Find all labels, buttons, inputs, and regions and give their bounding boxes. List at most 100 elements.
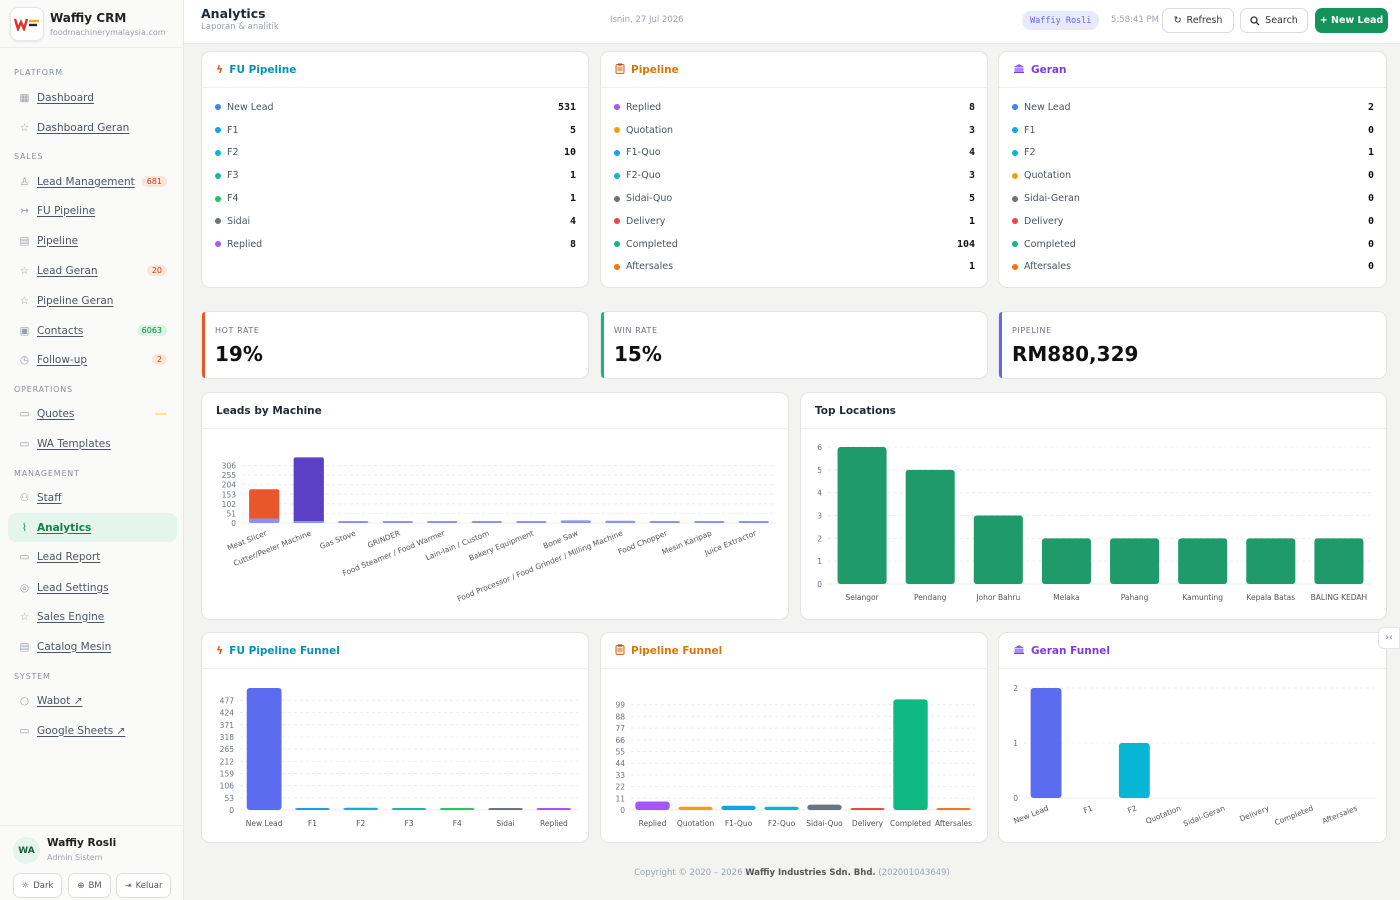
- status-dot: [1012, 172, 1018, 179]
- chart-bar: [1030, 688, 1062, 798]
- status-count: 1: [569, 193, 576, 205]
- y-tick-label: 204: [222, 481, 237, 490]
- x-tick-label: F2: [356, 819, 365, 828]
- sidebar-item-contacts[interactable]: ▣ Contacts 6063: [8, 316, 177, 345]
- y-tick-label: 2: [817, 534, 822, 543]
- sidebar-item-dashboard[interactable]: ▦ Dashboard: [8, 83, 177, 112]
- sidebar-item-quotes[interactable]: ▭ Quotes: [8, 399, 177, 428]
- star-icon: ☆: [19, 121, 30, 134]
- status-dot: [614, 195, 620, 202]
- sidebar-item-sales-engine[interactable]: ☆ Sales Engine: [8, 602, 177, 631]
- sidebar-item-wa-templates[interactable]: ▭ WA Templates: [8, 429, 177, 458]
- sidebar-item-follow-up[interactable]: ◷ Follow-up 2: [8, 345, 177, 374]
- status-label: F2: [227, 147, 239, 159]
- status-count: 104: [956, 238, 975, 250]
- status-dot: [215, 241, 221, 248]
- pipeline-funnel-chart: 0 11 22 33 44 55 66 77 88 99 Replied Quotation F1-Qu…: [615, 699, 975, 828]
- sidebar-item-label: Sales Engine: [37, 610, 105, 623]
- status-label: Sidai-Geran: [1024, 193, 1080, 205]
- sidebar-item-lead-management[interactable]: ♙ Lead Management 681: [8, 167, 177, 196]
- company-name: Waffiy Industries Sdn. Bhd.: [745, 868, 876, 878]
- nav-section-platform: PLATFORM: [14, 68, 63, 77]
- sidebar: Waffiy CRM foodmachinerymalaysia.com PLA…: [0, 0, 184, 900]
- sidebar-item-catalog-mesin[interactable]: ▤ Catalog Mesin: [8, 632, 177, 661]
- sidebar-item-staff[interactable]: ⚇ Staff: [8, 483, 177, 512]
- status-row: Quotation 0: [999, 164, 1386, 187]
- sidebar-item-label: Lead Report: [37, 550, 101, 563]
- fu-pipeline-card-header: ϟ FU Pipeline: [202, 52, 588, 88]
- status-label: Sidai: [227, 215, 251, 227]
- status-count: 2: [1367, 101, 1374, 113]
- status-count: 3: [968, 170, 975, 182]
- x-tick-label: F2: [1126, 803, 1138, 815]
- brand[interactable]: Waffiy CRM foodmachinerymalaysia.com: [0, 0, 183, 48]
- status-dot: [614, 127, 620, 134]
- geran-funnel-card: Geran Funnel 0 1 2 New Lead F1 F2 Quotation Sid…: [998, 632, 1387, 843]
- chart-bar: [973, 515, 1023, 584]
- chart-bar: [1246, 538, 1296, 584]
- avatar[interactable]: WA: [13, 837, 40, 864]
- fu-funnel-header: ϟ FU Pipeline Funnel: [202, 633, 588, 669]
- status-dot: [614, 263, 620, 270]
- hot-rate-card: HOT RATE 19%: [201, 311, 589, 379]
- sidebar-item-pipeline-geran[interactable]: ☆ Pipeline Geran: [8, 286, 177, 315]
- sidebar-item-wabot[interactable]: ○ Wabot ↗: [8, 686, 177, 715]
- status-dot: [1012, 241, 1018, 248]
- status-label: Quotation: [1024, 170, 1072, 182]
- chart-bar: [678, 806, 713, 810]
- sidebar-item-fu-pipeline[interactable]: ↣ FU Pipeline: [8, 196, 177, 225]
- chart-bar: [293, 457, 324, 523]
- geran-card-header: Geran: [999, 52, 1386, 88]
- x-tick-label: Delivery: [1238, 803, 1271, 823]
- sidebar-item-analytics[interactable]: ⌇ Analytics: [8, 513, 177, 542]
- sidebar-item-pipeline[interactable]: ▤ Pipeline: [8, 226, 177, 255]
- search-button[interactable]: Search: [1240, 8, 1308, 33]
- sidebar-item-label: Wabot ↗: [37, 694, 83, 707]
- sidebar-item-lead-geran[interactable]: ☆ Lead Geran 20: [8, 256, 177, 285]
- refresh-button[interactable]: ↻ Refresh: [1162, 8, 1234, 33]
- sidebar-item-google-sheets[interactable]: ▭ Google Sheets ↗: [8, 716, 177, 745]
- user-tag: Waffiy Rosli: [1022, 11, 1100, 30]
- language-label: BM: [88, 880, 102, 891]
- status-label: Sidai-Quo: [626, 193, 673, 205]
- y-tick-label: 51: [226, 509, 236, 518]
- status-count: 4: [569, 215, 576, 227]
- top-header: Analytics Laporan & analitik Isnin, 27 J…: [184, 0, 1400, 44]
- chart-bar: [439, 808, 475, 810]
- x-tick-label: Replied: [639, 819, 667, 828]
- language-button[interactable]: ⊕ BM: [68, 873, 111, 898]
- chart-bar: [1178, 538, 1228, 584]
- status-label: F3: [227, 170, 239, 182]
- logout-button[interactable]: ⇥ Keluar: [116, 873, 171, 898]
- geran-title: Geran: [1031, 63, 1067, 76]
- collapse-toggle-button[interactable]: ›‹: [1378, 627, 1400, 649]
- x-tick-label: Aftersales: [935, 819, 972, 828]
- x-tick-label: New Lead: [1012, 803, 1050, 825]
- y-tick-label: 265: [220, 745, 235, 754]
- win-rate-card: WIN RATE 15%: [600, 311, 988, 379]
- new-lead-button[interactable]: + New Lead: [1315, 8, 1388, 33]
- y-tick-label: 159: [220, 769, 235, 778]
- chart-bar: [807, 804, 842, 810]
- x-tick-label: Gas Stove: [318, 528, 357, 551]
- status-label: F4: [227, 193, 239, 205]
- chart-bar: [936, 808, 971, 810]
- sidebar-item-dashboard-geran[interactable]: ☆ Dashboard Geran: [8, 113, 177, 142]
- status-label: Aftersales: [1024, 261, 1072, 273]
- leads-by-machine-header: Leads by Machine: [202, 393, 788, 429]
- y-tick-label: 2: [1013, 684, 1018, 693]
- status-dot: [1012, 149, 1018, 156]
- dark-mode-button[interactable]: ☼ Dark: [13, 873, 62, 898]
- chart-bar: [343, 807, 379, 810]
- clipboard-icon: [615, 644, 625, 658]
- chart-bar: [635, 801, 670, 810]
- sidebar-item-lead-report[interactable]: ▭ Lead Report: [8, 542, 177, 571]
- sidebar-item-lead-settings[interactable]: ◎ Lead Settings: [8, 573, 177, 602]
- refresh-icon: ↻: [1173, 15, 1182, 26]
- chart-bar: [1314, 538, 1364, 584]
- company-reg: (202001043649): [878, 868, 950, 878]
- x-tick-label: F1: [1082, 803, 1094, 815]
- status-row: Quotation 3: [601, 119, 987, 142]
- status-label: Replied: [227, 238, 263, 250]
